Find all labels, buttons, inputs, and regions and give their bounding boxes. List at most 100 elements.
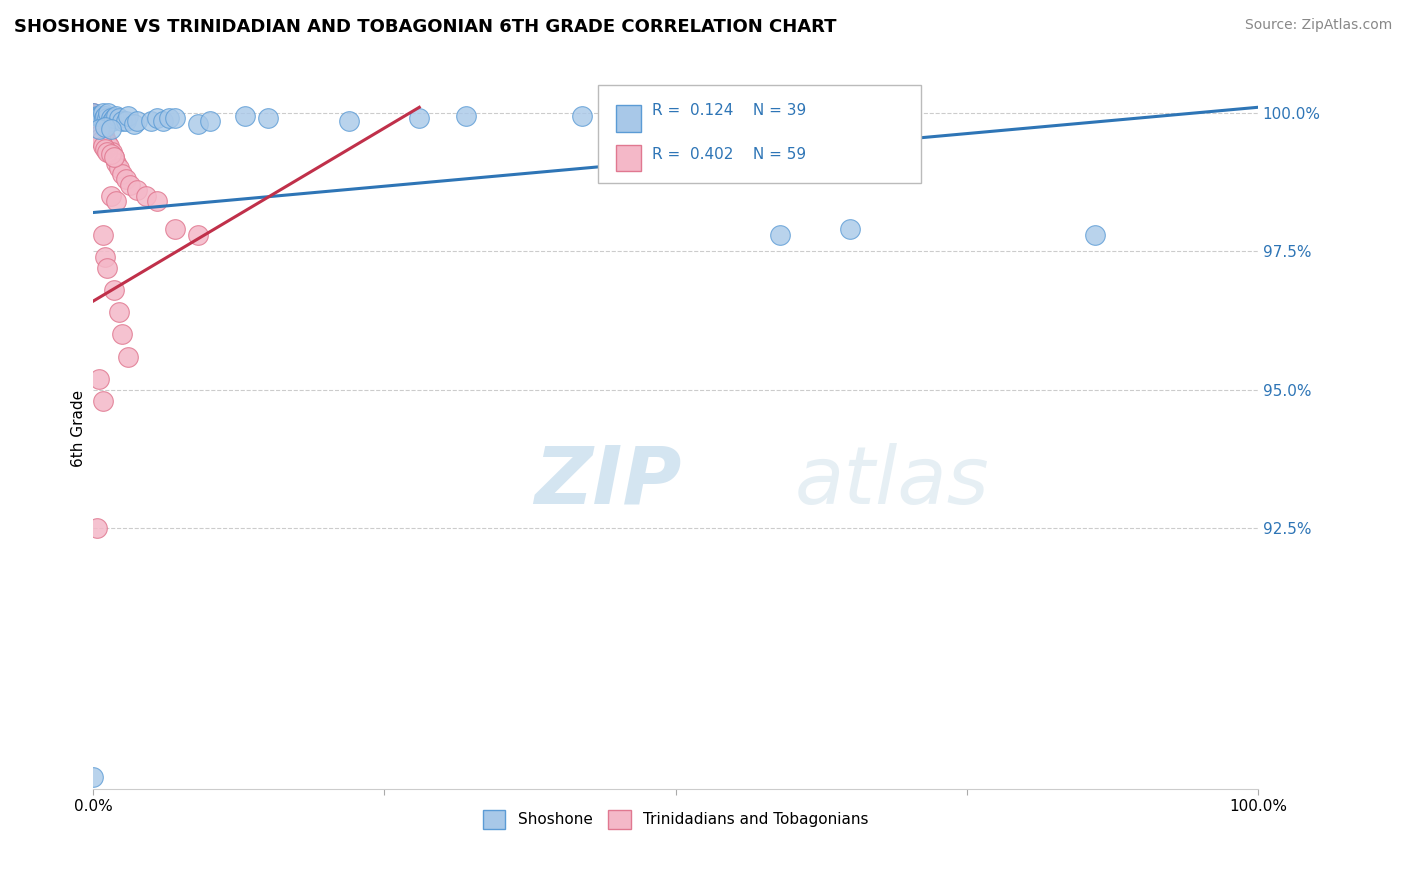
Point: [87, 114, 110, 128]
Point: [86, 109, 108, 123]
Text: Source: ZipAtlas.com: Source: ZipAtlas.com: [1244, 18, 1392, 32]
Point: [86, 521, 108, 535]
Point: [408, 112, 430, 126]
Point: [87, 122, 110, 136]
Point: [122, 117, 145, 131]
Point: [86, 109, 108, 123]
Point: [120, 178, 142, 192]
Point: [83, 109, 105, 123]
Point: [94, 109, 117, 123]
Point: [93, 112, 115, 126]
Point: [187, 227, 209, 242]
Point: [89, 109, 111, 123]
Point: [91, 105, 114, 120]
Point: [257, 112, 280, 126]
Point: [91, 227, 114, 242]
Point: [100, 112, 122, 126]
Point: [111, 114, 134, 128]
Point: [86, 114, 108, 128]
Point: [146, 112, 169, 126]
Point: [198, 114, 221, 128]
Point: [93, 128, 115, 142]
Point: [94, 130, 117, 145]
Point: [83, 112, 105, 126]
Legend: Shoshone, Trinidadians and Tobagonians: Shoshone, Trinidadians and Tobagonians: [477, 804, 875, 835]
Point: [163, 222, 186, 236]
Point: [187, 117, 209, 131]
Point: [94, 120, 117, 134]
Point: [103, 150, 125, 164]
Point: [94, 142, 117, 156]
Point: [96, 136, 118, 151]
Text: ZIP: ZIP: [534, 442, 682, 521]
Point: [90, 134, 112, 148]
Point: [339, 114, 361, 128]
Text: SHOSHONE VS TRINIDADIAN AND TOBAGONIAN 6TH GRADE CORRELATION CHART: SHOSHONE VS TRINIDADIAN AND TOBAGONIAN 6…: [14, 18, 837, 36]
Point: [97, 105, 120, 120]
Point: [100, 122, 122, 136]
Point: [163, 112, 186, 126]
Point: [100, 189, 122, 203]
Point: [127, 114, 149, 128]
Point: [82, 110, 104, 124]
Point: [100, 147, 122, 161]
Point: [96, 145, 118, 159]
Point: [454, 109, 477, 123]
Point: [105, 109, 128, 123]
Point: [82, 771, 104, 785]
Point: [86, 122, 108, 136]
Point: [111, 167, 134, 181]
Point: [839, 222, 862, 236]
Point: [135, 189, 157, 203]
Point: [114, 114, 136, 128]
Point: [127, 183, 149, 197]
Y-axis label: 6th Grade: 6th Grade: [72, 390, 86, 467]
Point: [141, 114, 163, 128]
Point: [87, 128, 110, 142]
Point: [107, 305, 129, 319]
Point: [87, 125, 110, 139]
Point: [89, 130, 111, 145]
Point: [89, 122, 111, 136]
Text: atlas: atlas: [794, 442, 990, 521]
Point: [94, 250, 117, 264]
Point: [571, 109, 593, 123]
Point: [233, 109, 256, 123]
Point: [82, 109, 104, 123]
Point: [114, 172, 136, 186]
Point: [117, 109, 139, 123]
Point: [769, 227, 792, 242]
Point: [84, 112, 107, 126]
Point: [96, 260, 118, 275]
Point: [157, 112, 180, 126]
Point: [146, 194, 169, 209]
Point: [105, 194, 128, 209]
Point: [107, 161, 129, 176]
Point: [105, 155, 128, 169]
Point: [111, 327, 134, 342]
Point: [87, 120, 110, 134]
Point: [90, 123, 112, 137]
Point: [82, 107, 104, 121]
Point: [101, 145, 124, 159]
Text: R =  0.402    N = 59: R = 0.402 N = 59: [652, 147, 807, 162]
Point: [91, 125, 114, 139]
Point: [87, 109, 110, 123]
Point: [82, 105, 104, 120]
Point: [82, 105, 104, 120]
Point: [82, 108, 104, 122]
Point: [152, 114, 174, 128]
Point: [117, 350, 139, 364]
Point: [91, 139, 114, 153]
Text: R =  0.124    N = 39: R = 0.124 N = 39: [652, 103, 807, 118]
Point: [103, 112, 125, 126]
Point: [96, 112, 118, 126]
Point: [83, 114, 105, 128]
Point: [87, 372, 110, 386]
Point: [101, 114, 124, 128]
Point: [107, 112, 129, 126]
Point: [82, 112, 104, 127]
Point: [94, 134, 117, 148]
Point: [84, 109, 107, 123]
Point: [91, 393, 114, 408]
